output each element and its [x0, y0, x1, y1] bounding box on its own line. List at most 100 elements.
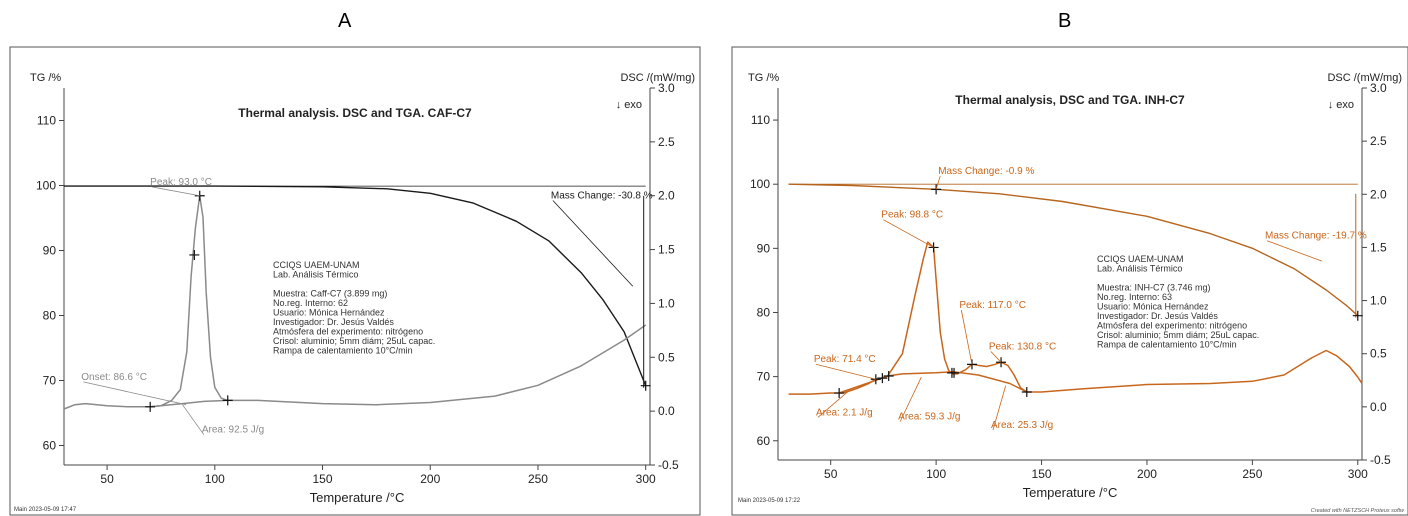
y-right-tick-label: -0.5: [1370, 453, 1391, 467]
dsc-baseline: [838, 371, 1028, 394]
annotation-label: Mass Change: -0.9 %: [938, 166, 1034, 177]
y-left-tick-label: 90: [757, 241, 771, 255]
chart-title: Thermal analysis, DSC and TGA. INH-C7: [955, 93, 1185, 107]
annotation-leader-line: [935, 175, 941, 190]
annotation-leader-line: [182, 404, 205, 435]
x-tick-label: 100: [926, 467, 946, 481]
annotation-leader-line: [990, 351, 1002, 363]
y-right-tick-label: 1.5: [658, 243, 675, 257]
dsc-curve: [63, 194, 647, 410]
y-right-tick-label: 3.0: [1370, 81, 1387, 95]
sample-info-line: Rampa de calentamiento 10°C/min: [1097, 340, 1237, 350]
panel-label-b: B: [1058, 10, 1072, 32]
annotation-label: Peak: 98.8 °C: [881, 210, 943, 221]
x-axis-label: Temperature /°C: [1023, 485, 1118, 500]
y-axis-left-label: TG /%: [748, 72, 779, 84]
annotation-leader-line: [960, 309, 973, 365]
y-left-tick-label: 110: [751, 113, 770, 127]
y-left-tick-label: 90: [43, 244, 57, 258]
annotation-leader-line: [817, 391, 848, 418]
tg-curve: [788, 183, 1359, 317]
sample-info-line: Investigador: Dr. Jesús Valdés: [273, 317, 394, 327]
y-left-tick-label: 80: [43, 309, 57, 323]
annotation-label: Onset: 86.6 °C: [81, 372, 147, 383]
y-left-tick-label: 60: [757, 434, 771, 448]
y-left-tick-label: 70: [43, 374, 57, 388]
y-right-tick-label: 2.0: [1370, 187, 1387, 201]
sample-info-line: No.reg. Interno: 63: [1097, 292, 1172, 302]
y-right-tick-label: 2.0: [658, 189, 675, 203]
y-right-tick-label: 0.5: [1370, 347, 1387, 361]
chart-panel-0: Thermal analysis. DSC and TGA. CAF-C7 TG …: [9, 46, 701, 516]
y-axis-right-label: DSC /(mW/mg): [620, 72, 695, 84]
crosshair-marker: [1352, 310, 1363, 321]
sample-info-line: Atmósfera del experimento: nitrógeno: [1097, 321, 1247, 331]
crosshair-marker: [640, 380, 651, 391]
annotation-leader-line: [815, 363, 876, 380]
crosshair-marker: [145, 401, 156, 412]
x-axis-label: Temperature /°C: [310, 490, 405, 505]
sample-info-line: Crisol: aluminio; 5mm diám; 25uL capac.: [1097, 330, 1259, 340]
exo-direction-label: ↓ exo: [616, 99, 642, 111]
y-left-tick-label: 100: [750, 177, 770, 191]
x-tick-label: 150: [313, 472, 333, 486]
y-right-tick-label: 0.0: [1370, 400, 1387, 414]
tg-curve: [64, 185, 647, 386]
x-tick-label: 200: [1137, 467, 1157, 481]
dsc-curve: [788, 241, 1363, 395]
footer-timestamp: Main 2023-05-09 17:47: [14, 507, 77, 513]
crosshair-marker: [194, 190, 205, 201]
sample-info-line: Investigador: Dr. Jesús Valdés: [1097, 311, 1218, 321]
y-left-tick-label: 100: [36, 179, 56, 193]
x-tick-label: 200: [420, 472, 440, 486]
y-left-tick-label: 110: [37, 114, 56, 128]
footer-timestamp: Main 2023-05-09 17:22: [738, 498, 801, 504]
annotation-leader-line: [992, 385, 1007, 431]
sample-info-line: Crisol: aluminio; 5mm diám; 25uL capac.: [273, 336, 435, 346]
dsc-baseline: [150, 399, 228, 408]
y-left-tick-label: 70: [757, 370, 771, 384]
annotation-label: Area: 25.3 J/g: [991, 420, 1053, 431]
crosshair-marker: [996, 357, 1007, 368]
y-right-tick-label: -0.5: [658, 458, 679, 472]
annotation-label: Mass Change: -19.7 %: [1265, 231, 1367, 242]
crosshair-marker: [877, 373, 888, 384]
chart-frame: [9, 46, 701, 516]
y-right-tick-label: 1.0: [1370, 294, 1387, 308]
y-axis-left-label: TG /%: [30, 72, 61, 84]
annotation-leader-line: [83, 381, 187, 406]
sample-info-line: Usuario: Mónica Hernández: [273, 308, 385, 318]
sample-info-line: Lab. Análisis Térmico: [273, 270, 358, 280]
chart-panel-1: Thermal analysis, DSC and TGA. INH-C7 TG …: [731, 46, 1408, 516]
sample-info-line: CCIQS UAEM-UNAM: [1097, 254, 1184, 264]
annotation-label: Area: 59.3 J/g: [898, 412, 960, 423]
y-right-tick-label: 0.0: [658, 404, 675, 418]
annotation-leader-line: [1266, 240, 1323, 262]
x-tick-label: 300: [1348, 467, 1368, 481]
crosshair-marker: [189, 249, 200, 260]
y-left-tick-label: 80: [757, 305, 771, 319]
chart-frame: [731, 46, 1408, 516]
x-tick-label: 250: [1242, 467, 1262, 481]
x-tick-label: 100: [205, 472, 225, 486]
chart-title: Thermal analysis. DSC and TGA. CAF-C7: [238, 106, 472, 120]
panel-label-a: A: [338, 10, 352, 32]
crosshair-marker: [966, 359, 977, 370]
exo-direction-label: ↓ exo: [1328, 99, 1354, 111]
annotation-label: Area: 92.5 J/g: [202, 425, 264, 436]
x-tick-label: 250: [528, 472, 548, 486]
annotation-leader-line: [152, 186, 200, 197]
sample-info-line: No.reg. Interno: 62: [273, 298, 348, 308]
annotation-leader-line: [899, 376, 922, 422]
y-right-tick-label: 2.5: [658, 135, 675, 149]
sample-info-line: Muestra: INH-C7 (3.746 mg): [1097, 283, 1211, 293]
annotation-label: Area: 2.1 J/g: [816, 407, 873, 418]
y-right-tick-label: 1.5: [1370, 240, 1387, 254]
sample-info-line: Rampa de calentamiento 10°C/min: [273, 346, 413, 356]
footer-credit: Created with NETZSCH Proteus softw: [1311, 508, 1405, 514]
x-tick-label: 300: [636, 472, 656, 486]
sample-info-line: CCIQS UAEM-UNAM: [273, 260, 360, 270]
x-tick-label: 50: [100, 472, 114, 486]
y-right-tick-label: 2.5: [1370, 134, 1387, 148]
